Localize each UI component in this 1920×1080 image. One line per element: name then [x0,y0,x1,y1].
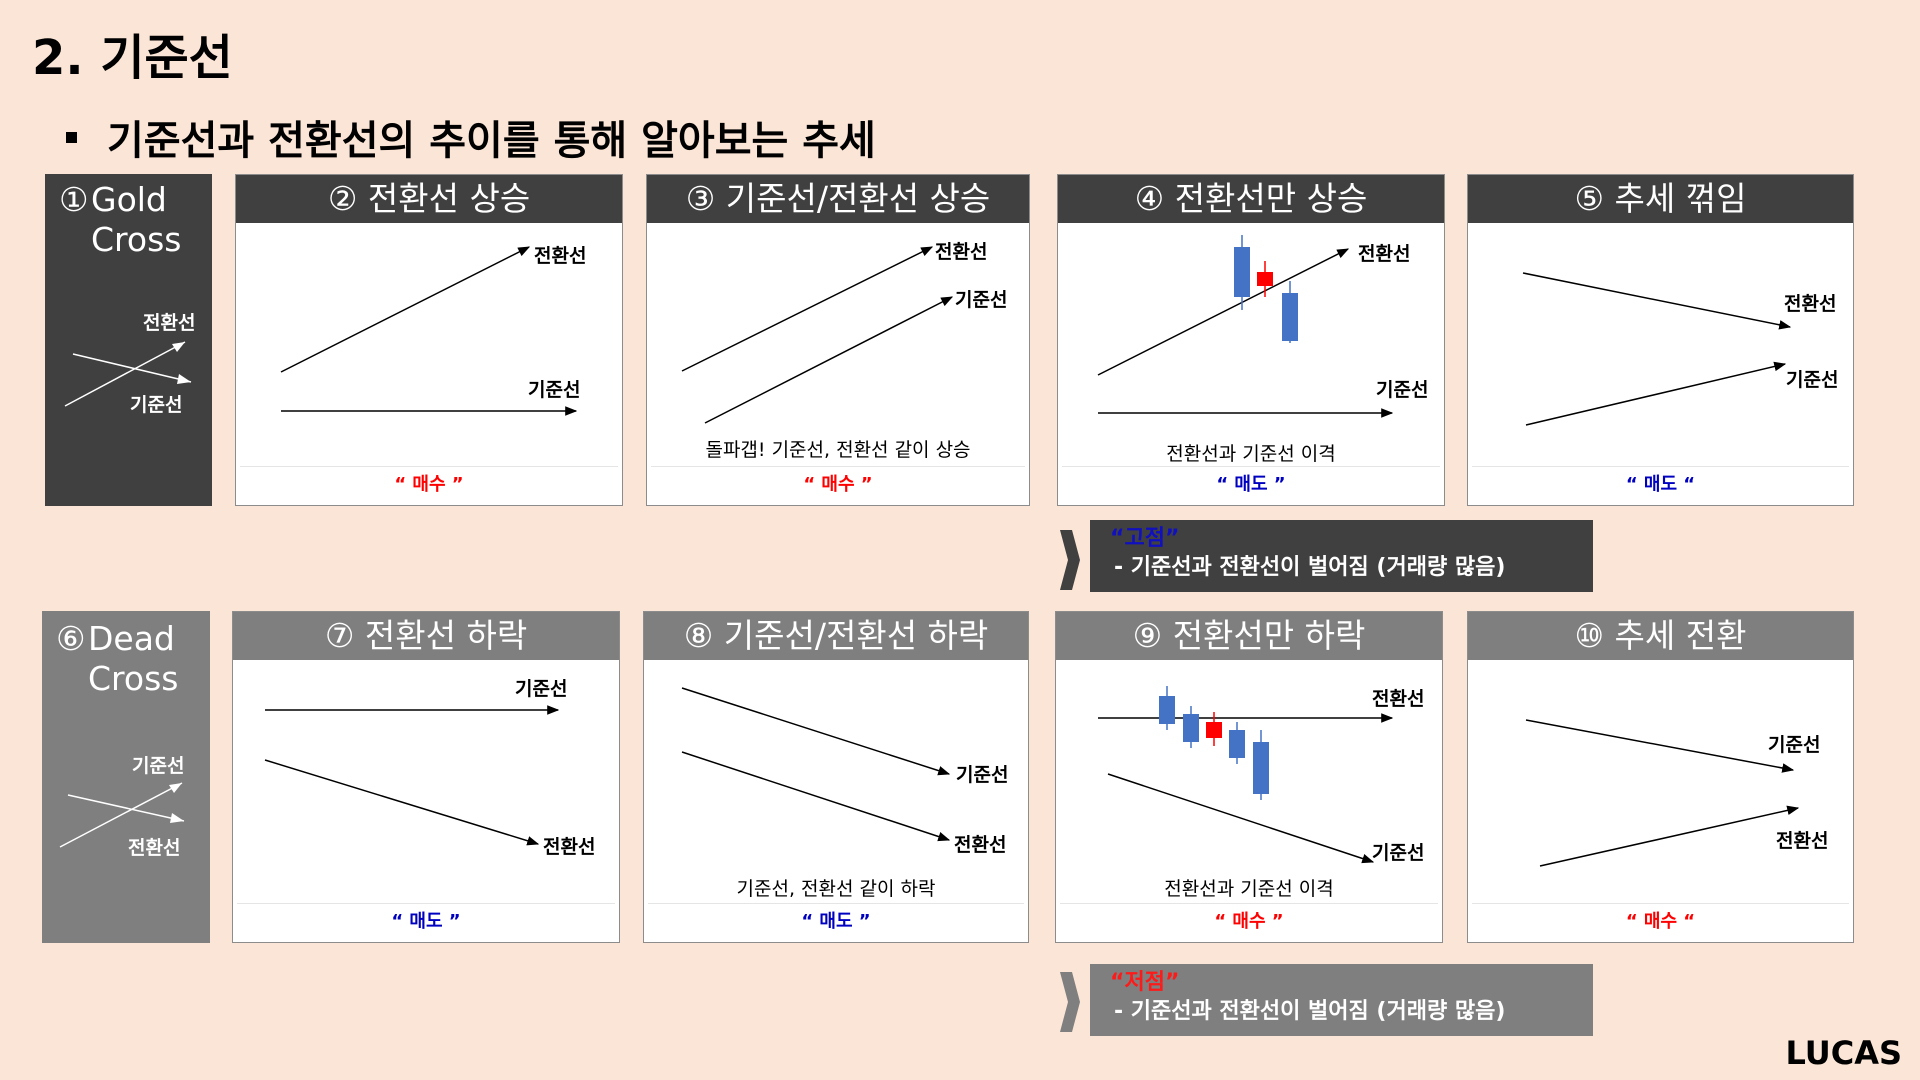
panel-5-label-a: 전환선 [1784,293,1837,315]
panel-2-lines [280,246,578,416]
panel-4-label-b: 기준선 [1376,379,1429,401]
panel-10-label-b: 전환선 [1776,830,1829,852]
panel-5-header: ⑤ 추세 꺾임 [1468,175,1853,223]
gold-cross-number: ① [59,180,89,219]
dead-upper-label: 기준선 [132,755,185,777]
panel-10-header: ⑩ 추세 전환 [1468,612,1853,660]
panel-4-label-a: 전환선 [1358,243,1411,265]
candle-down [1229,730,1245,758]
panel-8-signal: “ 매도 ” [648,903,1024,940]
candle-up [1257,272,1273,286]
panel-2-label-a: 전환선 [534,245,587,267]
panel-5: ⑤ 추세 꺾임 전환선 기준선 “ 매도 “ [1467,174,1854,506]
bullet-icon [66,131,77,143]
panel-4-chart [1097,235,1394,418]
panel-8: ⑧ 기준선/전환선 하락 기준선 전환선 기준선, 전환선 같이 하락 “ 매도… [643,611,1029,943]
note-peak-text: - 기준선과 전환선이 벌어짐 (거래량 많음) [1114,555,1506,580]
panel-5-signal: “ 매도 “ [1472,466,1849,503]
panel-7: ⑦ 전환선 하락 기준선 전환선 “ 매도 ” [232,611,620,943]
note-trough-text: - 기준선과 전환선이 벌어짐 (거래량 많음) [1114,999,1506,1024]
dead-cross-number: ⑥ [56,619,86,658]
panel-3: ③ 기준선/전환선 상승 전환선 기준선 돌파갭! 기준선, 전환선 같이 상승… [646,174,1030,506]
candle-down [1234,247,1250,297]
panel-4: ④ 전환선만 상승 전환선 기준선 전환선과 기준선 이격 “ 매도 ” [1057,174,1445,506]
panel-7-signal: “ 매도 ” [237,903,615,940]
panel-3-label-a: 전환선 [935,241,988,263]
panel-8-caption: 기준선, 전환선 같이 하락 [736,878,936,900]
panel-3-signal: “ 매수 ” [651,466,1025,503]
panel-2: ② 전환선 상승 전환선 기준선 “ 매수 ” [235,174,623,506]
candle-down [1253,742,1269,794]
panel-4-header: ④ 전환선만 상승 [1058,175,1444,223]
panel-8-label-b: 전환선 [954,834,1007,856]
panel-9: ⑨ 전환선만 하락 전환선 기준선 전환선과 기준선 이격 “ 매수 ” [1055,611,1443,943]
panel-9-label-a: 전환선 [1372,688,1425,710]
candle-down [1183,714,1199,742]
subtitle-text: 기준선과 전환선의 추이를 통해 알아보는 추세 [107,118,876,164]
panel-10-signal: “ 매수 “ [1472,903,1849,940]
panel-8-lines [681,687,951,842]
gold-cross-label: ①Gold Cross [59,180,182,259]
subtitle: 기준선과 전환선의 추이를 통해 알아보는 추세 [66,108,876,166]
panel-9-label-b: 기준선 [1372,842,1425,864]
panel-3-header: ③ 기준선/전환선 상승 [647,175,1029,223]
panel-4-caption: 전환선과 기준선 이격 [1166,443,1336,465]
panel-7-label-b: 전환선 [543,836,596,858]
panel-9-caption: 전환선과 기준선 이격 [1164,878,1334,900]
panel-2-header: ② 전환선 상승 [236,175,622,223]
brand-logo: LUCAS [1785,1034,1902,1072]
panel-9-signal: “ 매수 ” [1060,903,1438,940]
panel-3-label-b: 기준선 [955,289,1008,311]
panel-9-header: ⑨ 전환선만 하락 [1056,612,1442,660]
candle-down [1159,696,1175,724]
panel-3-caption: 돌파갭! 기준선, 전환선 같이 상승 [705,439,971,461]
panel-10: ⑩ 추세 전환 기준선 전환선 “ 매수 “ [1467,611,1854,943]
dead-cross-panel: ⑥Dead Cross 기준선 전환선 [42,611,210,943]
gold-cross-panel: ①Gold Cross 전환선 기준선 [45,174,212,506]
chevron-right-icon [1060,972,1080,1032]
note-peak-tag: “고점” [1110,526,1180,551]
panel-8-label-a: 기준선 [956,764,1009,786]
candle-up [1206,722,1222,738]
panel-7-label-a: 기준선 [515,678,568,700]
candle-down [1282,293,1298,341]
panel-2-signal: “ 매수 ” [240,466,618,503]
panel-3-lines [681,246,954,424]
chevron-right-icon [1060,530,1080,590]
panel-7-header: ⑦ 전환선 하락 [233,612,619,660]
panel-10-lines [1525,719,1800,867]
page-title: 2. 기준선 [32,30,233,86]
panel-4-signal: “ 매도 ” [1062,466,1440,503]
dead-cross-arrows [59,782,185,848]
dead-cross-label: ⑥Dead Cross [56,619,179,698]
gold-lower-label: 기준선 [130,394,183,416]
note-trough: “저점” - 기준선과 전환선이 벌어짐 (거래량 많음) [1090,964,1593,1036]
note-peak: “고점” - 기준선과 전환선이 벌어짐 (거래량 많음) [1090,520,1593,592]
panel-5-label-b: 기준선 [1786,369,1839,391]
gold-upper-label: 전환선 [143,312,196,334]
note-trough-tag: “저점” [1110,970,1180,995]
gold-cross-arrows [64,341,192,407]
panel-7-lines [264,705,560,846]
dead-lower-label: 전환선 [128,837,181,859]
panel-10-label-a: 기준선 [1768,734,1821,756]
panel-2-label-b: 기준선 [528,379,581,401]
panel-5-lines [1522,272,1792,426]
panel-9-chart [1098,686,1394,864]
panel-8-header: ⑧ 기준선/전환선 하락 [644,612,1028,660]
